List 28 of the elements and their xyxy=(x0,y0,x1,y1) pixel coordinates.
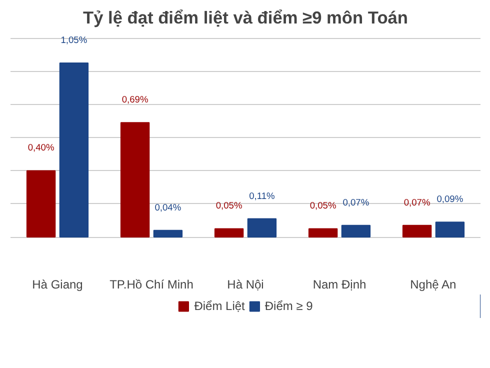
legend-label: Điểm ≥ 9 xyxy=(264,299,313,313)
bar xyxy=(402,224,432,238)
x-tick-label: Hà Giang xyxy=(32,278,83,292)
bar xyxy=(214,228,244,238)
data-label: 1,05% xyxy=(60,34,88,45)
data-label: 0,05% xyxy=(310,200,336,211)
data-label: 0,07% xyxy=(342,197,370,208)
bar xyxy=(435,222,465,238)
bar xyxy=(247,218,277,238)
legend-label: Điểm Liệt xyxy=(194,299,245,313)
bar xyxy=(120,122,150,238)
x-tick-label: Nghệ An xyxy=(410,278,456,292)
data-label: 0,04% xyxy=(154,202,182,212)
data-label: 0,40% xyxy=(28,142,54,153)
data-label: 0,11% xyxy=(249,190,275,201)
bar xyxy=(59,62,89,238)
data-label: 0,07% xyxy=(404,197,430,208)
data-label: 0,05% xyxy=(216,200,242,211)
data-label: 0,69% xyxy=(122,94,148,105)
bar xyxy=(26,170,56,238)
bar xyxy=(308,228,338,238)
bar xyxy=(341,224,371,238)
x-tick-label: Nam Định xyxy=(312,278,366,292)
x-tick-label: Hà Nội xyxy=(227,278,264,292)
x-tick-label: TP.Hồ Chí Minh xyxy=(110,278,194,292)
chart-title: Tỷ lệ đạt điểm liệt và điểm ≥9 môn Toán xyxy=(82,8,408,28)
bar xyxy=(153,230,183,238)
data-label: 0,09% xyxy=(436,194,464,204)
